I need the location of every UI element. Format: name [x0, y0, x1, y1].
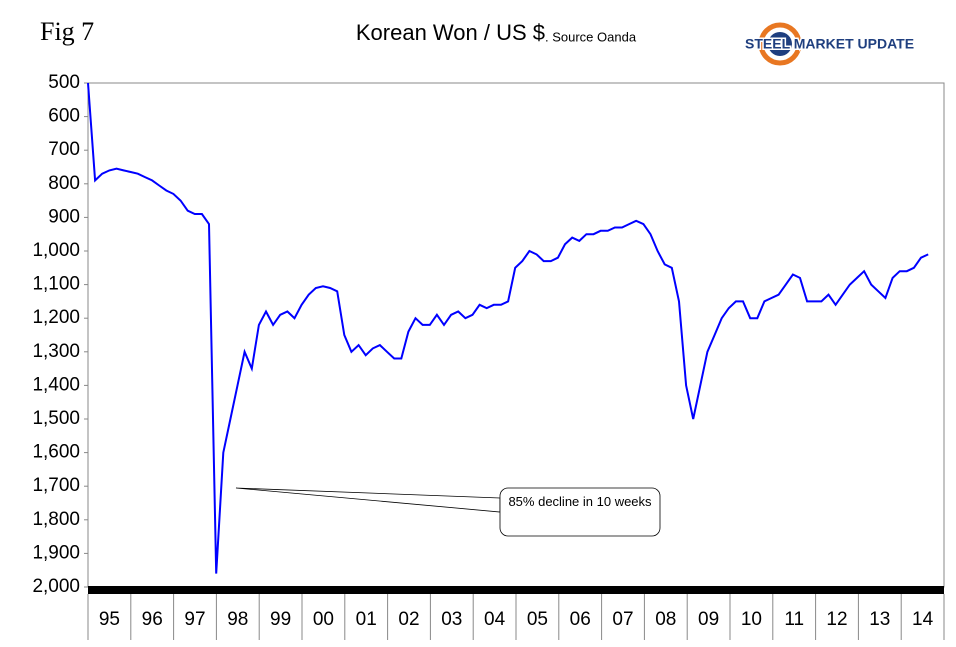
y-tick-label: 1,700: [32, 475, 80, 496]
y-tick-label: 1,300: [32, 341, 80, 362]
x-tick-label: 10: [741, 609, 762, 630]
y-tick-label: 800: [48, 173, 80, 194]
logo: STEEL MARKET UPDATE: [745, 36, 914, 52]
chart-title: Korean Won / US $: [356, 20, 545, 45]
x-tick-label: 14: [912, 609, 934, 630]
y-tick-label: 900: [48, 206, 80, 227]
y-tick-label: 700: [48, 139, 80, 160]
y-tick-label: 1,000: [32, 240, 80, 261]
x-tick-label: 97: [184, 609, 205, 630]
x-tick-label: 99: [270, 609, 291, 630]
x-tick-label: 03: [441, 609, 462, 630]
x-tick-label: 09: [698, 609, 719, 630]
y-tick-label: 1,800: [32, 509, 80, 530]
x-tick-label: 02: [398, 609, 419, 630]
axis-bar: [88, 586, 944, 594]
x-tick-label: 01: [356, 609, 377, 630]
x-tick-label: 04: [484, 609, 506, 630]
source: . Source Oanda: [545, 29, 637, 44]
y-tick-label: 1,600: [32, 442, 80, 463]
y-tick-label: 500: [48, 72, 80, 93]
y-tick-label: 600: [48, 106, 80, 127]
callout-pointer: [235, 487, 501, 513]
data-line: [87, 82, 929, 574]
x-tick-label: 06: [570, 609, 591, 630]
figure-label: Fig 7: [40, 17, 94, 46]
x-tick-label: 96: [142, 609, 163, 630]
y-tick-label: 2,000: [32, 576, 80, 597]
x-tick-label: 05: [527, 609, 548, 630]
callout-box: [499, 487, 661, 537]
y-tick-label: 1,500: [32, 408, 80, 429]
y-tick-label: 1,200: [32, 307, 80, 328]
x-tick-label: 13: [869, 609, 890, 630]
x-tick-label: 98: [227, 609, 248, 630]
x-tick-label: 12: [826, 609, 847, 630]
annotation: 85% decline in 10 weeks: [508, 494, 652, 509]
y-tick-label: 1,100: [32, 274, 80, 295]
y-tick-label: 1,900: [32, 542, 80, 563]
x-tick-label: 00: [313, 609, 334, 630]
x-tick-label: 95: [99, 609, 120, 630]
logo-icon: [758, 22, 802, 66]
x-tick-label: 08: [655, 609, 676, 630]
x-tick-label: 11: [784, 609, 804, 630]
x-tick-label: 07: [612, 609, 633, 630]
y-tick-label: 1,400: [32, 374, 80, 395]
